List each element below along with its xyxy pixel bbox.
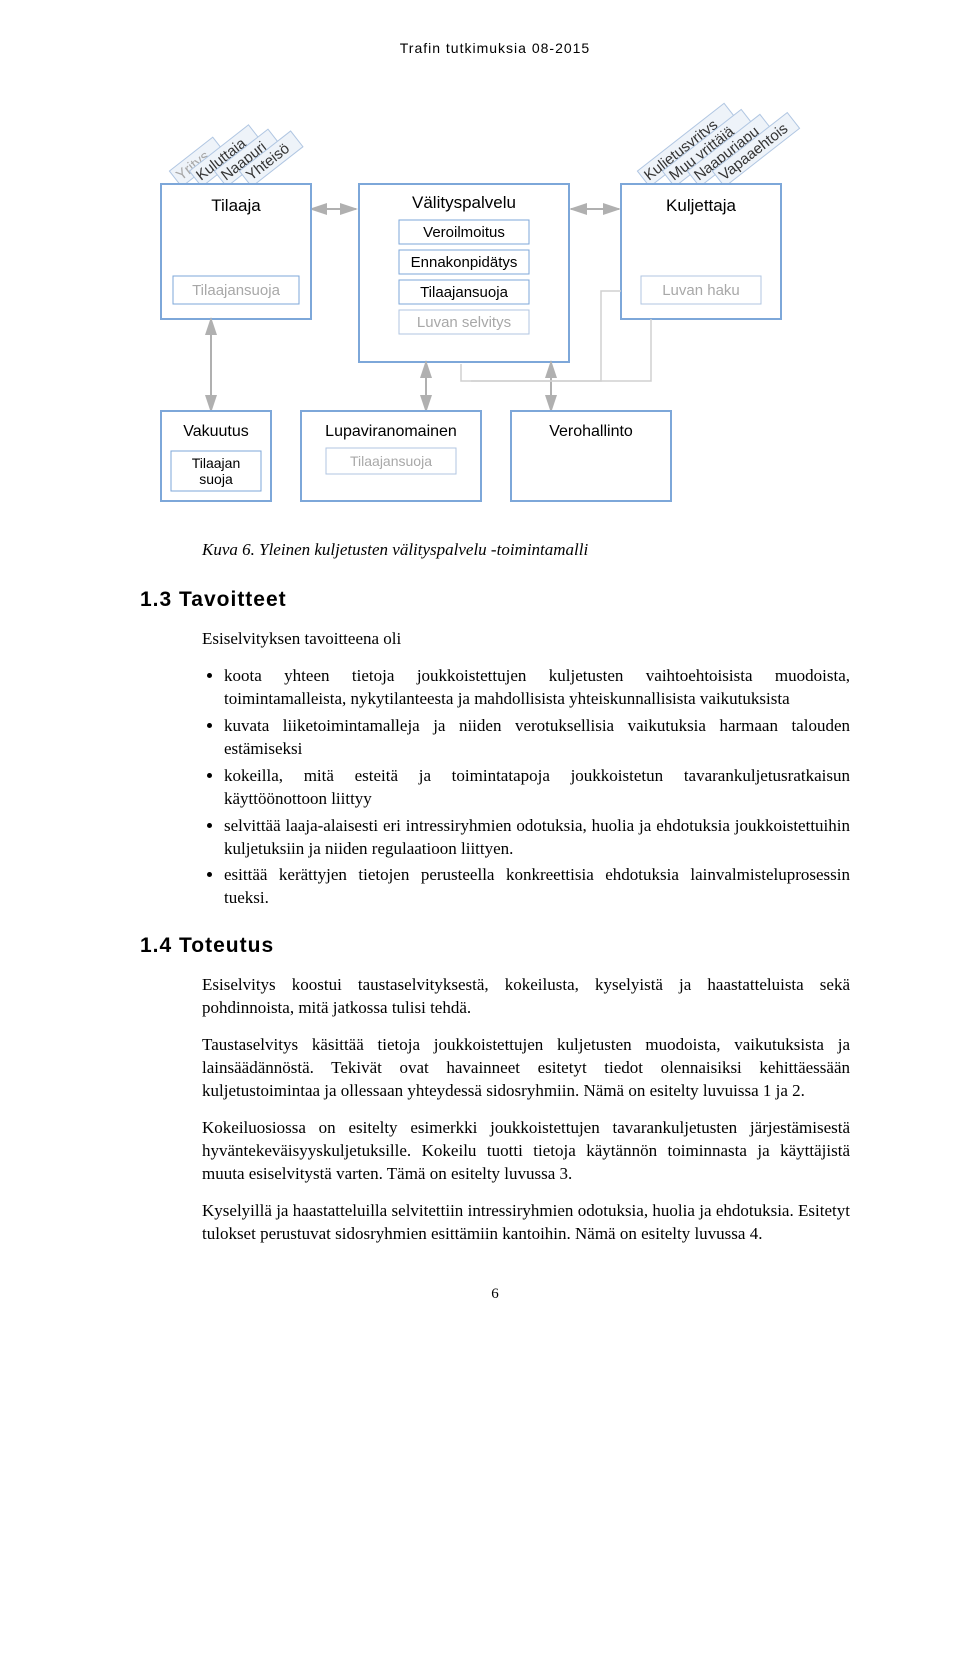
page-number: 6: [140, 1286, 850, 1303]
list-item: kuvata liiketoimintamalleja ja niiden ve…: [224, 715, 850, 761]
list-item: koota yhteen tietoja joukkoistettujen ku…: [224, 665, 850, 711]
box-vakuutus-sub: Tilaajan: [192, 455, 241, 471]
box-tilaaja-sub: Tilaajansuoja: [192, 282, 280, 299]
box-vero-title: Verohallinto: [549, 423, 633, 440]
mid-item: Ennakonpidätys: [411, 254, 518, 271]
box-mid-title: Välityspalvelu: [412, 193, 516, 212]
list-item: esittää kerättyjen tietojen perusteella …: [224, 864, 850, 910]
flow-diagram: Yritys Kuluttaja Naapuri Yhteisö Kuljetu…: [151, 86, 839, 516]
list-item: kokeilla, mitä esteitä ja toimintatapoja…: [224, 765, 850, 811]
page-header: Trafin tutkimuksia 08-2015: [140, 40, 850, 56]
mid-item: Luvan selvitys: [417, 314, 511, 331]
mid-item: Tilaajansuoja: [420, 284, 508, 301]
box-tilaaja-title: Tilaaja: [211, 196, 261, 215]
box-kuljettaja-title: Kuljettaja: [666, 196, 736, 215]
box-vakuutus-sub2: suoja: [199, 471, 233, 487]
box-vakuutus-title: Vakuutus: [183, 423, 249, 440]
section-13-intro: Esiselvityksen tavoitteena oli: [202, 628, 850, 651]
box-kuljettaja-sub: Luvan haku: [662, 282, 740, 299]
mid-item: Veroilmoitus: [423, 224, 505, 241]
list-item: selvittää laaja-alaisesti eri intressiry…: [224, 815, 850, 861]
box-lupa-sub: Tilaajansuoja: [350, 453, 432, 469]
section-14-para: Kokeiluosiossa on esitelty esimerkki jou…: [202, 1117, 850, 1186]
tilt-group-left: Yritys Kuluttaja Naapuri Yhteisö: [169, 125, 303, 187]
box-lupa-title: Lupaviranomainen: [325, 423, 457, 440]
section-14-para: Taustaselvitys käsittää tietoja joukkois…: [202, 1034, 850, 1103]
section-14-para: Kyselyillä ja haastatteluilla selvitetti…: [202, 1200, 850, 1246]
tilt-group-right: Kuljetusyritys Muu yrittäjä Naapuriapu V…: [637, 103, 799, 186]
section-13-title: 1.3 Tavoitteet: [140, 588, 850, 612]
figure-caption: Kuva 6. Yleinen kuljetusten välityspalve…: [202, 540, 850, 560]
section-14-para: Esiselvitys koostui taustaselvityksestä,…: [202, 974, 850, 1020]
section-13-bullets: koota yhteen tietoja joukkoistettujen ku…: [202, 665, 850, 910]
section-14-title: 1.4 Toteutus: [140, 934, 850, 958]
